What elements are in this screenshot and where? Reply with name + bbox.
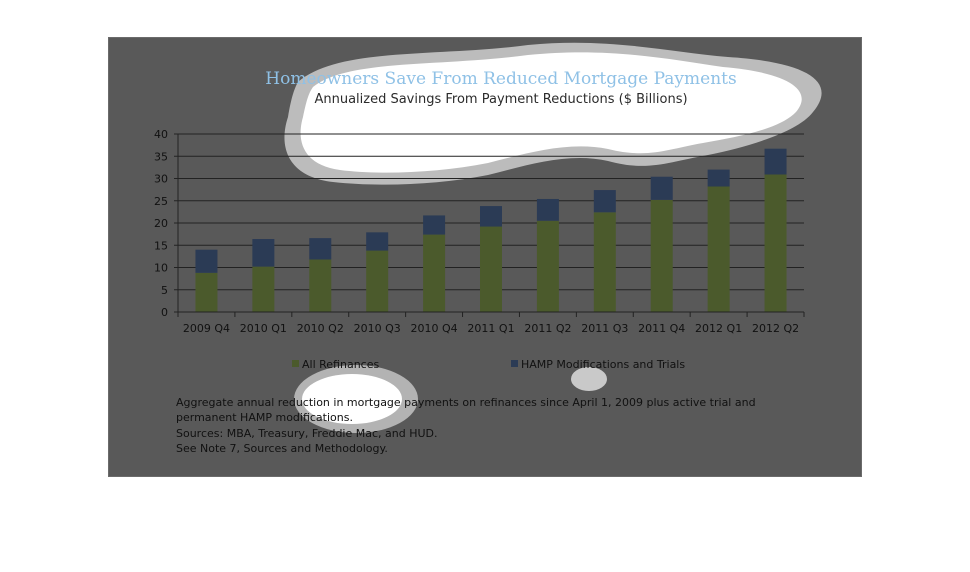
x-tick-label: 2010 Q3 bbox=[354, 322, 401, 335]
chart-title: Homeowners Save From Reduced Mortgage Pa… bbox=[265, 69, 736, 89]
x-tick-label: 2012 Q1 bbox=[695, 322, 742, 335]
bar-all-refinances bbox=[650, 199, 673, 312]
y-axis-tick-labels: 0 5 10 15 20 25 30 35 40 bbox=[154, 128, 168, 319]
bar-all-refinances bbox=[707, 186, 730, 312]
y-tick-label: 25 bbox=[154, 195, 168, 208]
bar-hamp bbox=[309, 238, 332, 260]
legend-swatch-hamp bbox=[511, 360, 518, 367]
y-tick-label: 30 bbox=[154, 173, 168, 186]
bar-all-refinances bbox=[536, 220, 559, 312]
highlight-dot bbox=[571, 367, 607, 391]
footnote-line-2: permanent HAMP modifications. bbox=[176, 411, 353, 424]
bars bbox=[177, 148, 805, 317]
bar-all-refinances bbox=[252, 266, 275, 312]
x-tick-label: 2012 Q2 bbox=[752, 322, 799, 335]
highlight-blob-small-inner bbox=[302, 374, 402, 424]
legend-swatch-all-refinances bbox=[292, 360, 299, 367]
bar-hamp bbox=[593, 190, 616, 213]
bar-hamp bbox=[480, 206, 502, 227]
x-tick-label: 2009 Q4 bbox=[183, 322, 230, 335]
y-tick-label: 35 bbox=[154, 150, 168, 163]
x-tick-label: 2010 Q4 bbox=[411, 322, 458, 335]
chart-slide: Homeowners Save From Reduced Mortgage Pa… bbox=[108, 37, 862, 477]
y-tick-label: 5 bbox=[161, 284, 168, 297]
bar-all-refinances bbox=[309, 259, 332, 312]
x-tick-label: 2010 Q2 bbox=[297, 322, 344, 335]
y-tick-label: 40 bbox=[154, 128, 168, 141]
chart-subtitle: Annualized Savings From Payment Reductio… bbox=[314, 92, 687, 107]
footnote-sources: Sources: MBA, Treasury, Freddie Mac, and… bbox=[176, 427, 438, 440]
x-tick-label: 2011 Q1 bbox=[467, 322, 514, 335]
y-tick-label: 0 bbox=[161, 306, 168, 319]
bar-all-refinances bbox=[480, 226, 502, 312]
highlight-blob-inner bbox=[300, 52, 802, 173]
legend: All Refinances HAMP Modifications and Tr… bbox=[292, 358, 685, 371]
legend-label-hamp: HAMP Modifications and Trials bbox=[521, 358, 685, 371]
x-tick-label: 2011 Q3 bbox=[581, 322, 628, 335]
bar-hamp bbox=[366, 232, 389, 251]
x-tick-label: 2011 Q4 bbox=[638, 322, 685, 335]
bar-hamp bbox=[252, 239, 275, 267]
footnote-methodology: See Note 7, Sources and Methodology. bbox=[176, 442, 388, 455]
bar-hamp bbox=[536, 198, 559, 221]
y-tick-label: 20 bbox=[154, 217, 168, 230]
y-tick-label: 10 bbox=[154, 262, 168, 275]
bar-hamp bbox=[707, 169, 730, 187]
bar-hamp bbox=[195, 249, 218, 273]
bar-all-refinances bbox=[764, 174, 787, 312]
bar-hamp bbox=[423, 215, 446, 235]
legend-label-all-refinances: All Refinances bbox=[302, 358, 379, 371]
bar-hamp bbox=[764, 148, 787, 175]
bar-all-refinances bbox=[366, 250, 389, 312]
stacked-bar-chart: Homeowners Save From Reduced Mortgage Pa… bbox=[154, 42, 822, 433]
bar-all-refinances bbox=[195, 272, 218, 312]
bar-all-refinances bbox=[593, 212, 616, 312]
y-tick-label: 15 bbox=[154, 239, 168, 252]
footnote-line-1: Aggregate annual reduction in mortgage p… bbox=[176, 396, 756, 409]
bar-all-refinances bbox=[423, 234, 446, 312]
x-axis-tick-labels: 2009 Q4 2010 Q1 2010 Q2 2010 Q3 2010 Q4 2011 … bbox=[183, 322, 799, 335]
x-tick-label: 2010 Q1 bbox=[240, 322, 287, 335]
x-tick-label: 2011 Q2 bbox=[524, 322, 571, 335]
bar-hamp bbox=[650, 176, 673, 200]
